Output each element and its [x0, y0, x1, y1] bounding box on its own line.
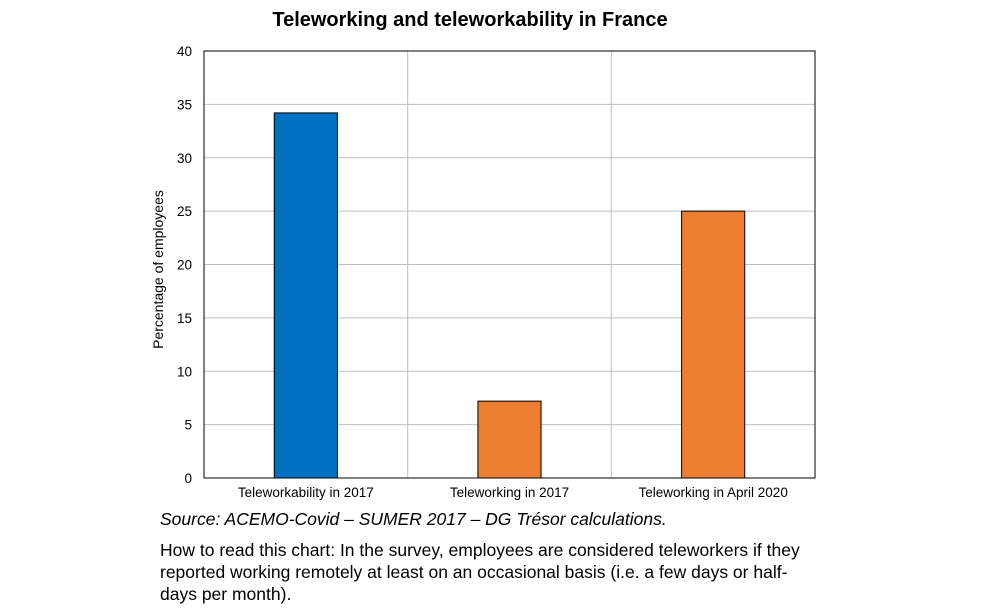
y-axis-title: Percentage of employees — [150, 190, 166, 349]
y-tick-label: 15 — [177, 311, 192, 326]
chart-title: Teleworking and teleworkability in Franc… — [272, 9, 668, 31]
y-axis-ticks: 0 5 10 15 20 25 30 35 40 — [177, 44, 192, 486]
y-tick-label: 40 — [177, 44, 192, 59]
y-tick-label: 30 — [177, 151, 192, 166]
x-category-label: Teleworkability in 2017 — [238, 485, 374, 500]
bar-3 — [681, 210, 746, 479]
bar-2 — [477, 400, 542, 479]
y-tick-label: 20 — [177, 258, 192, 273]
y-tick-label: 0 — [184, 471, 192, 486]
y-tick-label: 35 — [177, 97, 192, 112]
y-tick-label: 25 — [177, 204, 192, 219]
bar-1 — [273, 112, 338, 479]
reading-note: How to read this chart: In the survey, e… — [160, 540, 800, 604]
source-note: Source: ACEMO-Covid – SUMER 2017 – DG Tr… — [160, 509, 667, 529]
y-tick-label: 10 — [177, 364, 192, 379]
y-tick-label: 5 — [184, 418, 192, 433]
bars — [273, 112, 746, 479]
bar-chart: 0 5 10 15 20 25 30 35 40 Teleworkability in 2017… — [150, 44, 816, 500]
x-category-label: Teleworking in 2017 — [450, 485, 569, 500]
x-axis-labels: Teleworkability in 2017 Teleworking in 20… — [238, 485, 788, 500]
x-category-label: Teleworking in April 2020 — [638, 485, 787, 500]
plot-frame — [203, 50, 816, 479]
